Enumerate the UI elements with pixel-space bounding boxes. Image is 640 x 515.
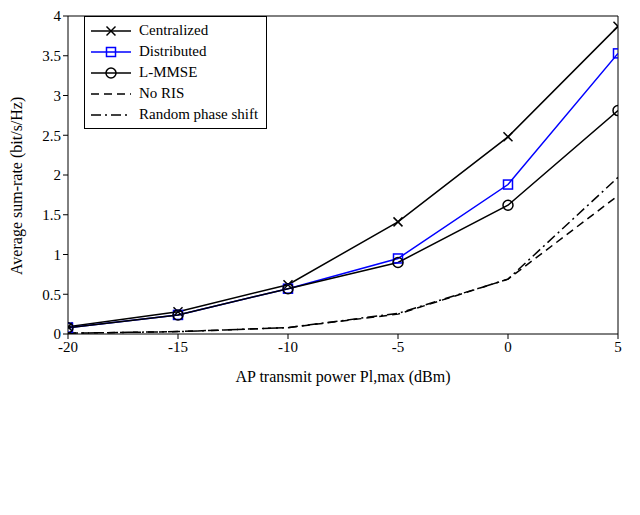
svg-text:5: 5 [614,339,622,355]
svg-text:2: 2 [54,167,62,183]
svg-text:0: 0 [504,339,512,355]
svg-text:-20: -20 [58,339,78,355]
svg-text:1.5: 1.5 [42,207,61,223]
svg-text:1: 1 [54,247,62,263]
html-text:Random phase shift: Random phase shift [139,106,259,122]
html-text:No RIS: No RIS [139,85,185,101]
svg-text:-5: -5 [392,339,405,355]
svg-text:Average sum-rate (bit/s/Hz): Average sum-rate (bit/s/Hz) [8,97,26,275]
svg-text:4: 4 [54,8,62,24]
svg-text:3: 3 [54,88,62,104]
svg-text:AP transmit power Pl,max (dBm): AP transmit power Pl,max (dBm) [236,368,451,386]
svg-text:3.5: 3.5 [42,48,61,64]
html-text:Distributed: Distributed [139,43,207,59]
svg-text:0.5: 0.5 [42,287,61,303]
svg-text:2.5: 2.5 [42,128,61,144]
html-text:L-MMSE: L-MMSE [139,64,198,80]
svg-text:-10: -10 [278,339,298,355]
svg-text:-15: -15 [168,339,188,355]
html-text:Centralized: Centralized [139,22,209,38]
svg-text:0: 0 [54,326,62,342]
